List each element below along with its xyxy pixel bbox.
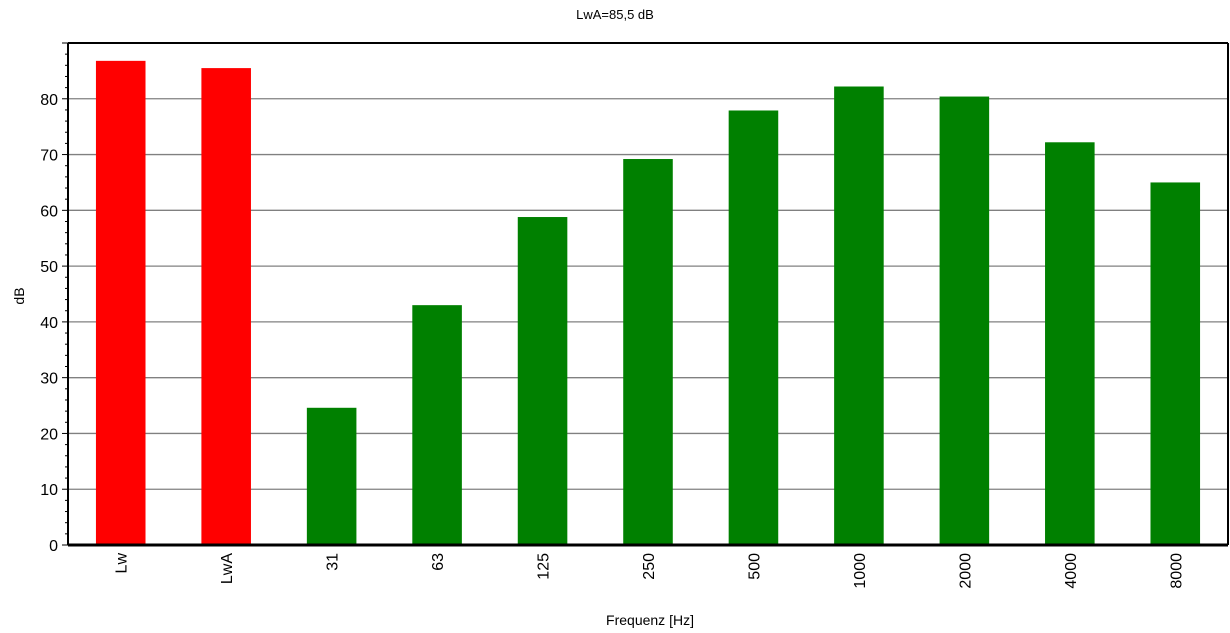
y-tick-label: 30 xyxy=(40,371,58,388)
y-tick-label: 0 xyxy=(49,538,58,555)
x-tick-label: 8000 xyxy=(1168,553,1185,589)
x-tick-label: 1000 xyxy=(852,553,869,589)
x-tick-label: 31 xyxy=(325,553,342,571)
bar-500 xyxy=(729,110,779,545)
y-tick-label: 10 xyxy=(40,482,58,499)
bar-2000 xyxy=(940,97,990,545)
y-tick-label: 70 xyxy=(40,148,58,165)
x-axis-title: Frequenz [Hz] xyxy=(606,612,694,628)
bar-8000 xyxy=(1150,182,1200,545)
y-tick-label: 80 xyxy=(40,92,58,109)
x-tick-label: LwA xyxy=(219,553,236,584)
y-tick-labels: 0 10 20 30 40 50 60 70 80 xyxy=(40,92,58,555)
x-tick-label: 250 xyxy=(641,553,658,580)
x-tick-label: 4000 xyxy=(1063,553,1080,589)
y-tick-label: 60 xyxy=(40,203,58,220)
bar-lwa xyxy=(201,68,251,545)
x-tick-label: 125 xyxy=(536,553,553,580)
y-tick-label: 50 xyxy=(40,259,58,276)
x-tick-label: 63 xyxy=(430,553,447,571)
x-tick-label: 2000 xyxy=(957,553,974,589)
y-tick-label: 40 xyxy=(40,315,58,332)
bar-125 xyxy=(518,217,568,545)
x-tick-label: Lw xyxy=(114,553,131,574)
y-axis-title: dB xyxy=(11,287,27,304)
bar-250 xyxy=(623,159,673,545)
x-tick-label: 500 xyxy=(746,553,763,580)
bar-lw xyxy=(96,61,146,545)
bar-63 xyxy=(412,305,462,545)
bar-31 xyxy=(307,408,357,545)
bars xyxy=(96,61,1200,545)
bar-1000 xyxy=(834,87,884,545)
x-tick-labels: Lw LwA 31 63 125 250 500 1000 2000 4000 8000 xyxy=(114,553,1186,589)
y-tick-label: 20 xyxy=(40,426,58,443)
chart-title: LwA=85,5 dB xyxy=(576,7,654,22)
bar-4000 xyxy=(1045,142,1095,545)
